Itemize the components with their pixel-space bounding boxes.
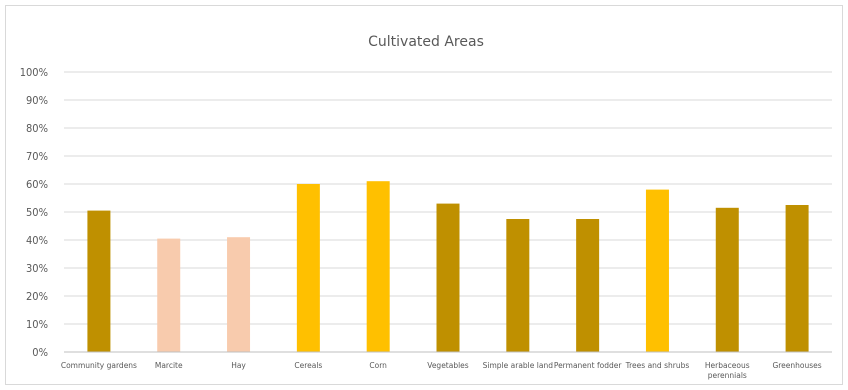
x-tick-label: Simple arable land bbox=[483, 361, 554, 370]
bar bbox=[506, 219, 530, 352]
bar bbox=[576, 219, 600, 352]
y-tick-label: 90% bbox=[26, 94, 48, 107]
bar bbox=[715, 207, 739, 352]
x-axis-ticks: Community gardens Marcite Hay Cereals Corn Ve… bbox=[61, 361, 822, 380]
y-tick-label: 100% bbox=[20, 66, 48, 79]
x-tick-label: Trees and shrubs bbox=[625, 361, 690, 370]
y-tick-label: 50% bbox=[26, 206, 48, 219]
y-tick-label: 60% bbox=[26, 178, 48, 191]
x-tick-label: Hay bbox=[231, 361, 246, 370]
chart-title: Cultivated Areas bbox=[368, 34, 484, 50]
bar bbox=[366, 181, 390, 352]
chart-frame bbox=[5, 5, 843, 385]
y-axis-ticks: 0% 10% 20% 30% 40% 50% 60% 70% 80% 90% 100% bbox=[20, 66, 48, 359]
bar bbox=[436, 203, 460, 352]
x-tick-label: Herbaceous perennials bbox=[705, 361, 750, 380]
bar bbox=[227, 237, 251, 352]
bar bbox=[645, 189, 669, 352]
x-tick-label: Greenhouses bbox=[772, 361, 821, 370]
bar bbox=[157, 238, 181, 352]
y-tick-label: 30% bbox=[26, 262, 48, 275]
x-tick-label: Vegetables bbox=[427, 361, 469, 370]
y-tick-label: 20% bbox=[26, 290, 48, 303]
gridlines bbox=[64, 71, 832, 325]
y-tick-label: 80% bbox=[26, 122, 48, 135]
y-tick-label: 0% bbox=[32, 346, 48, 359]
y-tick-label: 40% bbox=[26, 234, 48, 247]
x-tick-label: Permanent fodder bbox=[554, 361, 623, 370]
y-tick-label: 10% bbox=[26, 318, 48, 331]
y-tick-label: 70% bbox=[26, 150, 48, 163]
bar bbox=[785, 205, 809, 352]
bar bbox=[296, 184, 320, 352]
x-tick-label: Community gardens bbox=[61, 361, 137, 370]
x-tick-label: Corn bbox=[369, 361, 387, 370]
x-tick-label: Cereals bbox=[294, 361, 322, 370]
bars bbox=[87, 181, 809, 352]
bar bbox=[87, 210, 111, 352]
x-tick-label: Marcite bbox=[155, 361, 183, 370]
